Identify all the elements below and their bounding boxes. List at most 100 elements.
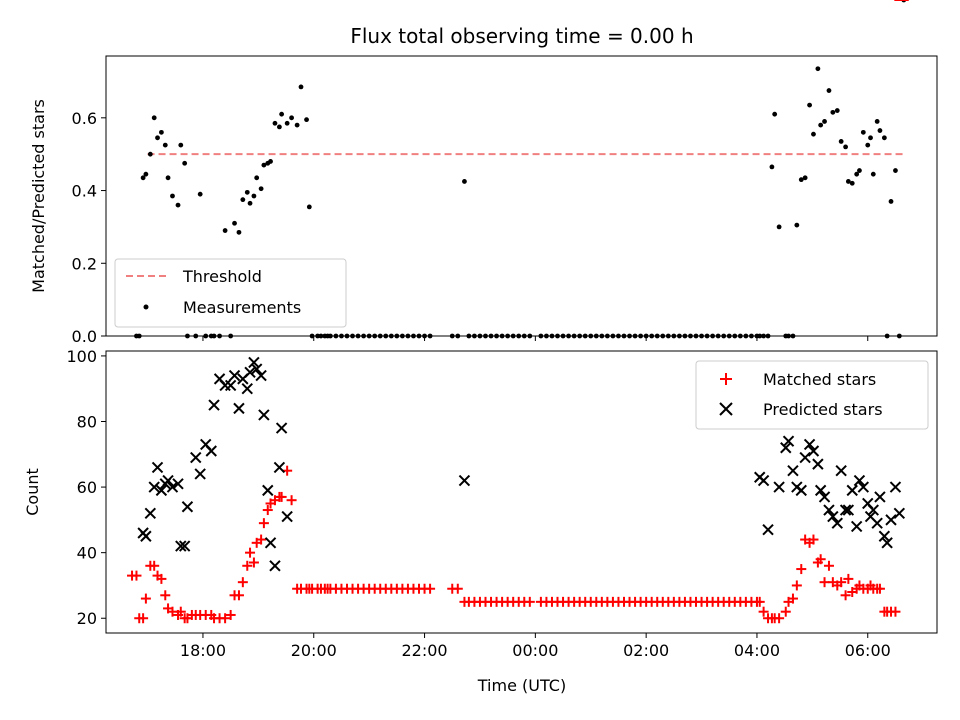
measurement-point	[870, 171, 876, 177]
measurement-point	[284, 120, 290, 126]
chart-title: Flux total observing time = 0.00 h	[350, 24, 693, 48]
predicted-stars-point	[803, 438, 816, 451]
predicted-stars-point	[269, 560, 281, 572]
y-tick-label: 100	[66, 347, 97, 366]
ratio-panel: 0.0 0.2 0.4 0.6 Matched/Predicted stars Thr…	[29, 0, 938, 346]
predicted-stars-point	[823, 504, 835, 516]
predicted-stars-point	[205, 445, 217, 457]
measurement-point	[877, 128, 883, 133]
predicted-stars-point	[881, 537, 893, 549]
legend-measurements-label: Measurements	[183, 298, 301, 317]
measurement-point	[222, 228, 228, 233]
count-legend-box	[695, 360, 929, 430]
measurement-point	[268, 159, 273, 164]
matched-stars-point	[245, 547, 256, 558]
measurement-point	[776, 224, 782, 230]
predicted-stars-point	[194, 468, 206, 480]
predicted-stars-point	[264, 537, 277, 549]
predicted-stars-point	[255, 369, 267, 382]
measurement-point	[826, 88, 832, 93]
predicted-stars-point	[846, 484, 858, 497]
predicted-stars-point	[885, 514, 897, 526]
matched-stars-point	[160, 590, 171, 601]
predicted-stars-point	[839, 504, 852, 516]
measurement-point	[247, 200, 253, 206]
matched-stars-point	[225, 609, 236, 620]
predicted-stars-point	[799, 451, 811, 464]
measurement-point	[261, 162, 267, 168]
measurement-point	[772, 111, 778, 117]
matched-stars-point	[276, 491, 287, 502]
predicted-stars-point	[273, 461, 286, 474]
predicted-stars-point	[244, 366, 256, 379]
measurement-point	[232, 220, 237, 226]
predicted-stars-point	[773, 481, 785, 493]
x-tick-label: 00:00	[512, 641, 558, 660]
matched-stars-point	[840, 590, 851, 601]
matched-stars-point	[823, 560, 834, 571]
matched-stars-point	[815, 554, 826, 565]
predicted-stars-point	[850, 520, 863, 533]
measurement-point	[815, 66, 821, 72]
matched-stars-point	[262, 505, 273, 516]
y-tick-label: 0.2	[72, 254, 97, 273]
count-panel-frame	[105, 350, 938, 634]
measurement-point	[289, 115, 294, 121]
matched-stars-point	[256, 534, 267, 545]
predicted-stars-point	[224, 379, 237, 392]
measurement-point	[888, 199, 894, 204]
predicted-stars-point	[807, 445, 820, 457]
predicted-stars-point	[814, 484, 827, 497]
predicted-stars-point	[162, 474, 174, 487]
predicted-stars-point	[889, 481, 902, 493]
measurement-point	[306, 204, 312, 210]
predicted-stars-point	[151, 461, 164, 474]
measurement-point	[304, 117, 309, 123]
predicted-stars-point	[258, 409, 270, 421]
measurement-point	[860, 129, 866, 135]
measurement-point	[881, 135, 887, 141]
measurement-point	[769, 164, 775, 170]
measurement-point	[236, 229, 242, 235]
predicted-stars-point	[835, 464, 847, 477]
predicted-stars-point	[867, 504, 879, 516]
ratio-x-ticks	[202, 336, 869, 341]
legend-matched-swatch	[720, 373, 732, 385]
matched-stars-point	[131, 570, 142, 581]
legend-threshold-label: Threshold	[182, 267, 262, 286]
matched-stars-point	[874, 583, 885, 594]
ratio-panel-frame	[105, 55, 938, 337]
ratio-legend: Threshold Measurements	[114, 258, 347, 328]
legend-matched-label: Matched stars	[763, 370, 876, 389]
measurement-point	[151, 115, 157, 121]
ratio-legend-box	[114, 258, 347, 328]
measurement-point	[834, 108, 840, 113]
measurement-point	[874, 119, 880, 124]
predicted-stars-point	[181, 501, 194, 513]
matched-stars-point	[787, 593, 798, 604]
matched-stars-point	[758, 606, 769, 617]
ratio-y-axis-label: Matched/Predicted stars	[29, 99, 48, 293]
count-y-axis-label: Count	[23, 468, 42, 516]
measurement-point	[162, 142, 168, 148]
predicted-stars-point	[757, 474, 770, 487]
measurement-point	[279, 111, 285, 117]
matched-stars-point	[524, 596, 535, 607]
measurement-point	[893, 168, 898, 173]
y-tick-label: 0.4	[72, 182, 97, 201]
predicted-stars-point	[241, 383, 253, 395]
predicted-stars-point	[787, 464, 799, 477]
predicted-stars-point	[281, 510, 293, 523]
measurement-point	[794, 222, 800, 228]
measurement-point	[849, 180, 855, 186]
predicted-stars-point	[782, 435, 795, 447]
x-axis-label: Time (UTC)	[477, 676, 566, 695]
y-tick-label: 80	[77, 413, 97, 432]
measurement-point	[845, 179, 851, 184]
y-tick-label: 0.0	[72, 327, 97, 346]
matched-stars-point	[425, 583, 436, 594]
predicted-stars-point	[878, 530, 891, 542]
measurement-point	[143, 171, 149, 177]
measurement-point	[251, 193, 257, 199]
predicted-stars-point	[208, 399, 220, 411]
